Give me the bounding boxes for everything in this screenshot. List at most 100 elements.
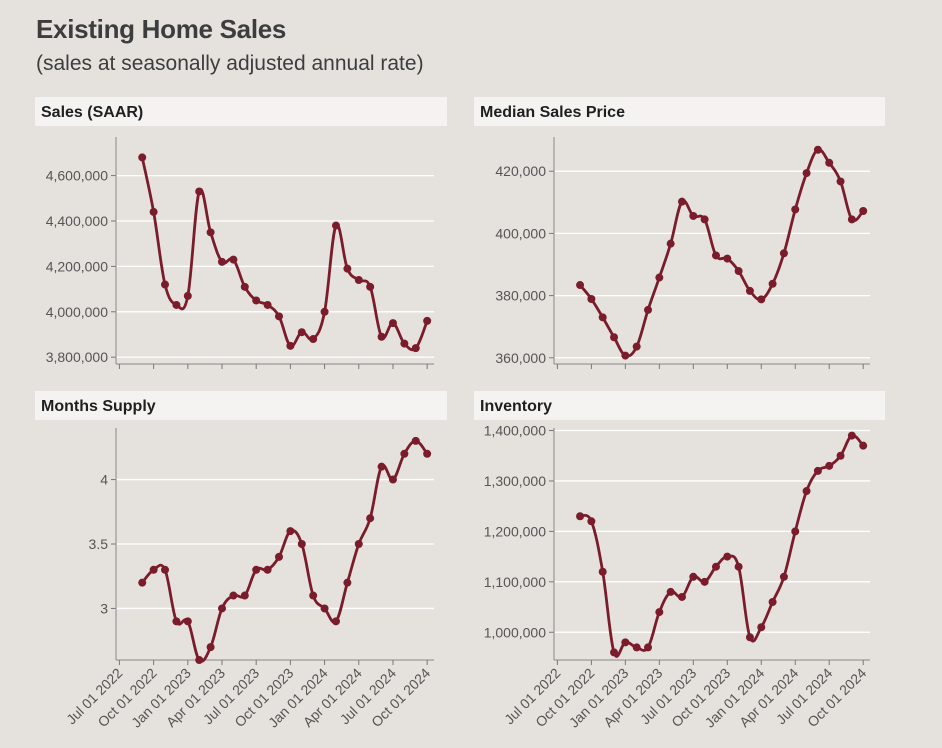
data-point [263, 300, 272, 309]
data-point [183, 617, 192, 626]
y-tick-label: 1,300,000 [484, 473, 546, 489]
y-tick-label: 380,000 [495, 288, 546, 304]
data-point [802, 169, 811, 178]
panel-title: Sales (SAAR) [41, 104, 143, 121]
data-point [149, 565, 158, 574]
y-tick-label: 400,000 [495, 225, 546, 241]
data-point [666, 239, 675, 248]
data-point [859, 441, 868, 450]
data-point [711, 251, 720, 260]
data-point [587, 295, 596, 304]
data-point [138, 153, 147, 162]
data-point [598, 313, 607, 322]
data-point [655, 273, 664, 282]
data-point [677, 197, 686, 206]
data-point [343, 578, 352, 587]
y-tick-label: 360,000 [495, 350, 546, 366]
data-point [195, 187, 204, 196]
data-point [791, 205, 800, 214]
data-point [768, 279, 777, 288]
data-point [836, 177, 845, 186]
y-tick-label: 3 [100, 600, 108, 616]
data-point [229, 591, 238, 600]
data-point [195, 656, 204, 664]
panel-1: Sales (SAAR) 3,800,000 4,000,000 4,200,000 4… [35, 97, 447, 369]
data-point [847, 215, 856, 224]
panel-title: Months Supply [41, 398, 156, 415]
data-point [745, 633, 754, 642]
data-point [411, 344, 420, 353]
data-point [252, 296, 261, 305]
panel-strip [474, 97, 885, 126]
data-point [700, 577, 709, 586]
data-point [836, 451, 845, 460]
data-point [149, 207, 158, 216]
panel-2: Median Sales Price 360,000 380,000 400,000 4… [474, 97, 885, 369]
data-point [723, 552, 732, 561]
data-point [354, 276, 363, 285]
data-point [229, 255, 238, 264]
data-point [655, 608, 664, 617]
data-point [218, 604, 226, 613]
panel-strip [35, 97, 447, 126]
data-point [240, 591, 249, 600]
data-point [423, 316, 432, 325]
data-point [644, 643, 653, 652]
panel-4: Inventory 1,000,000 1,100,000 1,200,000 1,30… [474, 391, 885, 731]
data-point [779, 572, 788, 581]
data-point [309, 591, 318, 600]
data-point [286, 527, 295, 536]
data-point [274, 552, 283, 561]
data-point [400, 449, 409, 458]
data-point [138, 578, 147, 587]
panel-title: Inventory [480, 398, 552, 415]
series-line [140, 157, 429, 352]
data-point [576, 281, 585, 290]
data-point [734, 562, 743, 571]
data-point [366, 282, 375, 291]
data-point [711, 562, 720, 571]
data-point [161, 280, 170, 289]
data-point [723, 254, 732, 263]
y-tick-label: 3,800,000 [46, 349, 108, 365]
panel-strip [474, 391, 885, 420]
data-point [757, 295, 766, 304]
data-point [309, 335, 318, 344]
data-point [320, 604, 329, 613]
data-point [252, 565, 261, 574]
data-point [411, 436, 420, 445]
data-point [240, 282, 249, 291]
data-point [825, 461, 834, 470]
data-point [400, 339, 409, 348]
data-point [183, 291, 192, 300]
data-point [274, 312, 283, 321]
data-point [768, 598, 777, 606]
data-point [734, 267, 743, 276]
data-point [813, 466, 822, 475]
data-point [576, 512, 585, 521]
data-point [610, 333, 619, 342]
chart-title: Existing Home Sales [36, 14, 287, 44]
y-tick-label: 4 [100, 472, 108, 488]
data-point [621, 638, 630, 647]
series-line [578, 148, 865, 358]
data-point [632, 342, 641, 351]
y-tick-label: 4,600,000 [46, 168, 108, 184]
data-point [172, 617, 181, 626]
data-point [644, 305, 653, 314]
y-tick-label: 4,400,000 [46, 213, 108, 229]
data-point [677, 592, 686, 601]
data-point [859, 207, 868, 216]
y-tick-label: 1,400,000 [484, 423, 546, 439]
chart-subtitle: (sales at seasonally adjusted annual rat… [36, 52, 424, 75]
data-point [847, 431, 856, 440]
data-point [779, 249, 788, 258]
data-point [388, 475, 397, 484]
data-point [802, 487, 811, 496]
data-point [791, 527, 800, 536]
data-point [377, 462, 386, 471]
data-point [423, 449, 432, 458]
panel-title: Median Sales Price [480, 104, 625, 121]
data-point [297, 328, 306, 337]
